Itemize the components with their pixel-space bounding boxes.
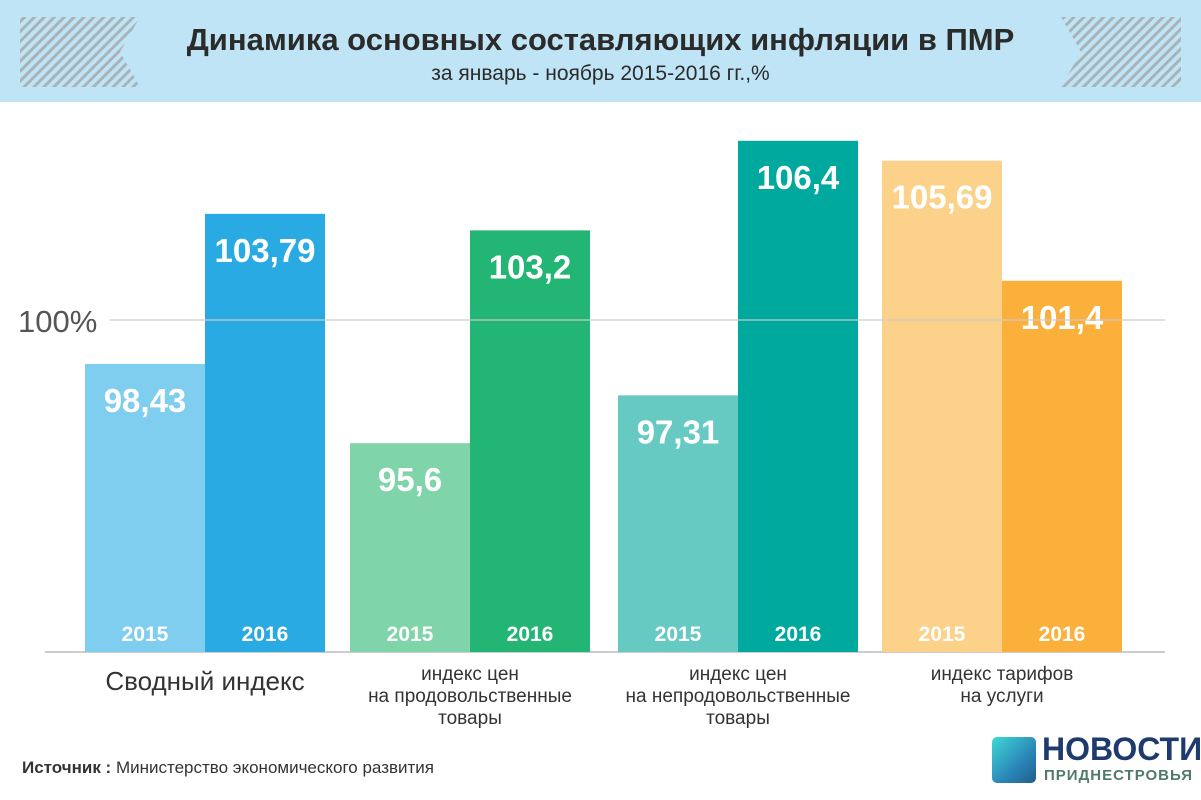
bar-2015	[85, 363, 205, 652]
bar-value-label: 101,4	[1021, 299, 1104, 336]
source-note: Источник : Министерство экономического р…	[22, 758, 434, 778]
bar-year-label: 2016	[775, 623, 822, 646]
bar-year-label: 2015	[919, 623, 966, 646]
bar-2015	[350, 443, 470, 652]
reference-line-label: 100%	[18, 304, 97, 339]
bar-value-label: 97,31	[637, 413, 720, 450]
chart-title: Динамика основных составляющих инфляции …	[186, 22, 1015, 57]
right-ribbon-icon	[1061, 17, 1181, 87]
bar-year-label: 2015	[122, 623, 169, 646]
category-label: индекс тарифов на услуги	[930, 664, 1074, 707]
ribbon-decorations	[20, 17, 1181, 87]
logo-line2: ПРИДНЕСТРОВЬЯ	[1044, 767, 1194, 784]
bar-value-label: 98,43	[104, 382, 187, 419]
bar-value-label: 103,79	[215, 232, 316, 269]
chart-subtitle: за январь - ноябрь 2015-2016 гг.,%	[431, 62, 770, 85]
category-label: Сводный индекс	[105, 666, 305, 696]
bar-year-label: 2016	[1039, 623, 1086, 646]
bar-2016	[1002, 280, 1122, 652]
source-label: Источник :	[22, 758, 112, 777]
left-ribbon-icon	[20, 17, 140, 87]
source-text: Министерство экономического развития	[111, 758, 435, 777]
bar-year-label: 2016	[242, 623, 289, 646]
bar-2015	[882, 160, 1002, 652]
bar-year-label: 2015	[387, 623, 434, 646]
bar-2015	[618, 395, 738, 652]
bar-year-label: 2015	[655, 623, 702, 646]
header-banner: Динамика основных составляющих инфляции …	[0, 0, 1201, 102]
bar-2016	[205, 213, 325, 652]
bar-2016	[738, 140, 858, 653]
bar-value-label: 105,69	[892, 179, 993, 216]
logo-mark-icon	[992, 737, 1036, 783]
bar-value-label: 106,4	[757, 159, 840, 196]
logo-line1: НОВОСТИ	[1042, 731, 1201, 767]
bar-2016	[470, 230, 590, 652]
category-label: индекс цен на непродовольственные товары	[625, 664, 851, 729]
bar-value-label: 95,6	[378, 461, 442, 498]
bar-value-label: 103,2	[489, 248, 572, 285]
bar-year-label: 2016	[507, 623, 554, 646]
category-label: индекс цен на продовольственные товары	[368, 664, 572, 729]
